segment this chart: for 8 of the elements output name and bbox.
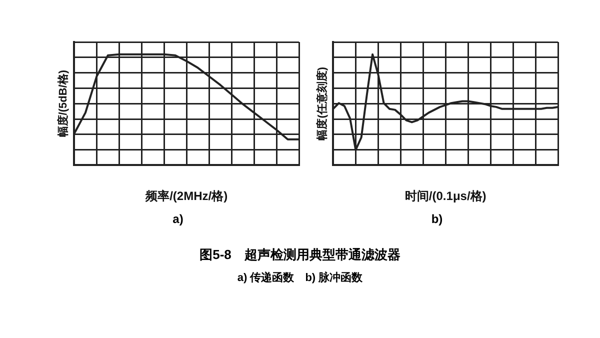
text: 图5-8 超声检测用典型带通滤波器 [198, 246, 402, 264]
y-axis-title: 幅度/(5dB/格) [56, 70, 70, 138]
text: b) [430, 212, 444, 226]
text: a) [172, 212, 184, 226]
text: a) 传递函数 b) 脉冲函数 [236, 270, 364, 285]
y-axis-title: 幅度(任意刻度) [316, 66, 329, 140]
x-axis-title: 频率/(2MHz/格) [144, 189, 228, 204]
x-axis-title: 时间/(0.1μs/格) [404, 189, 486, 204]
